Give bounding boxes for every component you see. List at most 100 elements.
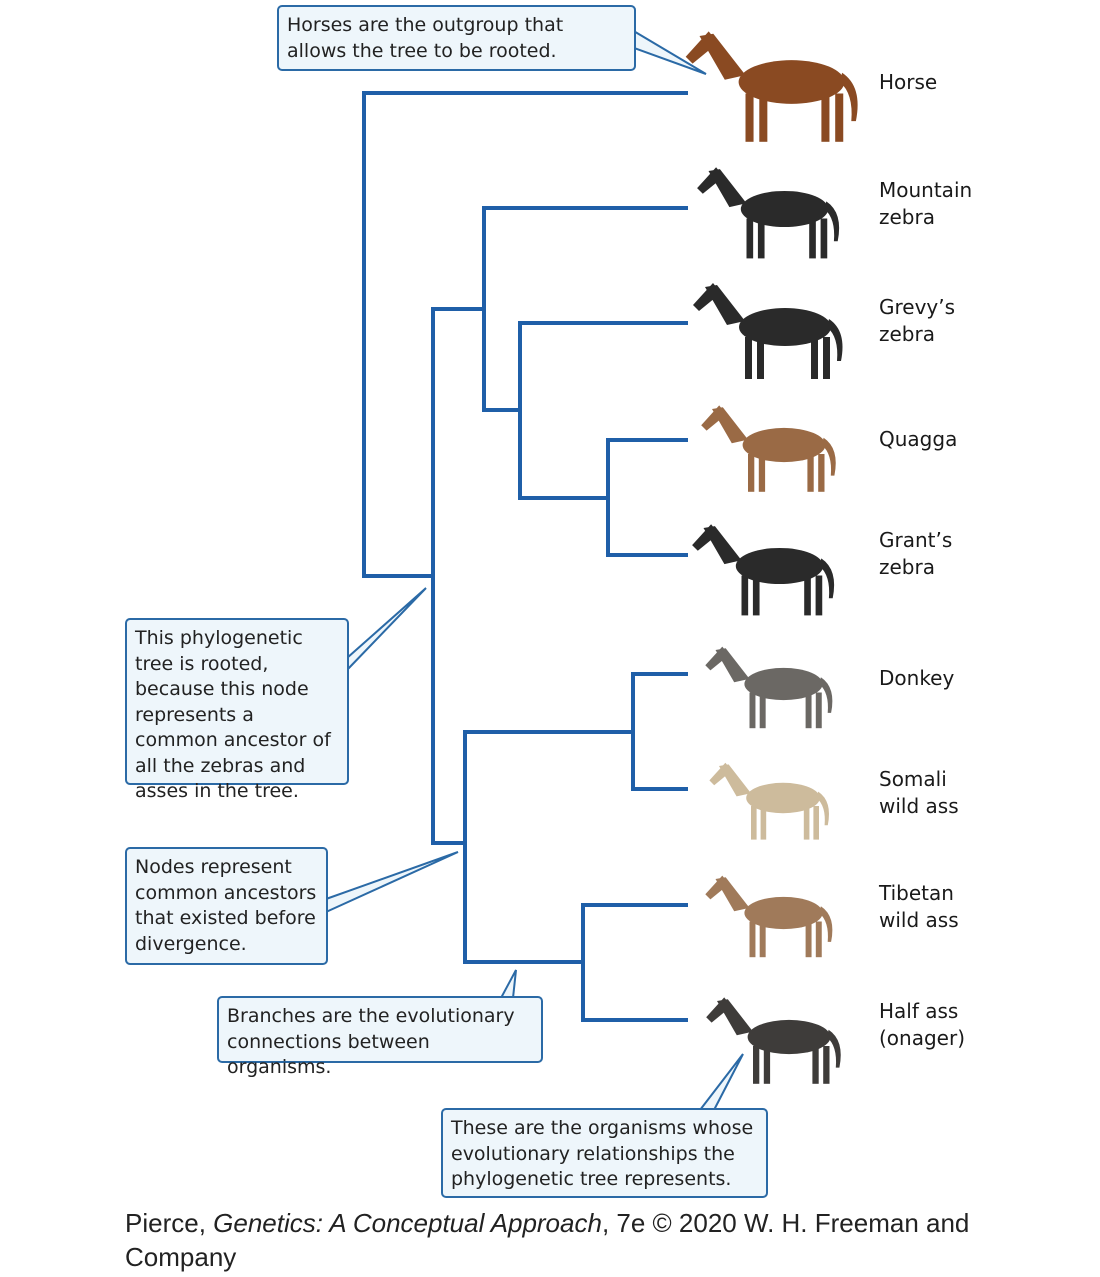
quagga-silhouette-part: [742, 427, 826, 463]
donkey-silhouette-part: [744, 667, 823, 701]
grants-zebra-silhouette-part: [752, 575, 760, 616]
citation-publisher: , 7e © 2020 W. H. Freeman and Company: [125, 1208, 970, 1272]
donkey-silhouette-part: [815, 692, 822, 729]
callout-nodes: Nodes represent common ancestors that ex…: [125, 847, 328, 965]
grevys-zebra-silhouette-part: [811, 337, 818, 379]
tree-branches: [362, 91, 688, 1022]
taxon-label-grevys-zebra: Grevy’s zebra: [879, 295, 956, 346]
grants-zebra-silhouette-part: [692, 524, 719, 551]
horse-silhouette-part: [821, 93, 830, 142]
callout-nodes-text: Nodes represent common ancestors that ex…: [135, 856, 317, 955]
mountain-zebra-silhouette-part: [746, 218, 754, 259]
taxon-label-half-ass: Half ass (onager): [879, 999, 965, 1050]
quagga-silhouette-part: [748, 454, 755, 492]
citation: Pierce, Genetics: A Conceptual Approach,…: [125, 1206, 1025, 1274]
horse-silhouette-part: [839, 72, 858, 122]
mountain-zebra-silhouette-part: [757, 218, 765, 259]
grevys-zebra-illustration: [693, 283, 843, 379]
grevys-zebra-silhouette-part: [823, 337, 830, 379]
somali-wild-ass-silhouette-part: [816, 791, 829, 826]
donkey-silhouette-part: [819, 677, 833, 713]
callout-rooted: This phylogenetic tree is rooted, becaus…: [125, 618, 349, 802]
pointer-nodes: [325, 851, 459, 913]
callout-organisms: These are the organisms whose evolutiona…: [441, 1108, 768, 1198]
grants-zebra-silhouette-part: [815, 575, 823, 616]
taxon-label-somali-wild-ass: Somali wild ass: [879, 767, 959, 818]
half-ass-illustration: [706, 997, 841, 1084]
tibetan-wild-ass-silhouette-part: [815, 921, 822, 958]
somali-wild-ass-illustration: [709, 762, 829, 840]
branch-zebra-ass-node: [431, 307, 486, 845]
pointer-organisms: [699, 1053, 744, 1111]
branch-tibetan-onager: [581, 903, 688, 1022]
citation-author: Pierce,: [125, 1208, 214, 1238]
quagga-silhouette-part: [807, 454, 814, 492]
somali-wild-ass-silhouette-part: [709, 762, 732, 786]
callout-outgroup-text: Horses are the outgroup that allows the …: [287, 14, 564, 62]
horse-silhouette-part: [685, 31, 718, 64]
grevys-zebra-silhouette-part: [739, 308, 831, 346]
tibetan-wild-ass-silhouette-part: [805, 921, 812, 958]
tibetan-wild-ass-silhouette-part: [744, 896, 823, 930]
pointer-branches: [500, 969, 517, 999]
animal-illustrations: [685, 31, 858, 1084]
callout-branches: Branches are the evolutionary connection…: [217, 996, 543, 1078]
somali-wild-ass-silhouette-part: [760, 806, 767, 840]
branch-root: [362, 91, 688, 578]
tibetan-wild-ass-silhouette-part: [759, 921, 766, 958]
quagga-illustration: [701, 405, 836, 492]
grants-zebra-silhouette-part: [819, 558, 835, 599]
taxon-label-quagga: Quagga: [879, 427, 958, 451]
grants-zebra-silhouette-part: [741, 575, 749, 616]
tibetan-wild-ass-silhouette-part: [705, 875, 730, 900]
pointer-outgroup: [631, 29, 707, 75]
citation-book-title: Genetics: A Conceptual Approach: [213, 1208, 602, 1238]
tibetan-wild-ass-illustration: [705, 875, 833, 958]
horse-silhouette-part: [759, 93, 768, 142]
somali-wild-ass-silhouette-part: [813, 806, 819, 840]
mountain-zebra-silhouette-part: [820, 218, 828, 259]
taxon-label-donkey: Donkey: [879, 666, 955, 690]
horse-silhouette-part: [745, 93, 754, 142]
somali-wild-ass-silhouette-part: [746, 782, 820, 814]
callout-rooted-text: This phylogenetic tree is rooted, becaus…: [135, 627, 331, 802]
half-ass-silhouette-part: [747, 1019, 831, 1055]
tibetan-wild-ass-silhouette-part: [749, 921, 756, 958]
taxon-label-mountain-zebra: Mountain zebra: [879, 178, 973, 229]
branch-grevy-quagga-grant: [518, 321, 688, 500]
mountain-zebra-illustration: [697, 167, 840, 259]
branch-ass-clade: [463, 730, 635, 964]
half-ass-silhouette-part: [706, 997, 732, 1023]
mountain-zebra-silhouette-part: [809, 218, 816, 259]
half-ass-silhouette-part: [826, 1029, 841, 1068]
branch-zebra-clade: [482, 206, 688, 412]
grants-zebra-silhouette-part: [804, 575, 811, 616]
taxon-label-horse: Horse: [879, 70, 938, 94]
grants-zebra-silhouette-part: [735, 547, 824, 585]
branch-quagga-grant: [606, 438, 688, 557]
callout-branches-text: Branches are the evolutionary connection…: [227, 1005, 515, 1078]
quagga-silhouette-part: [818, 454, 825, 492]
grevys-zebra-silhouette-part: [745, 337, 752, 379]
quagga-silhouette-part: [821, 437, 836, 476]
horse-silhouette-part: [738, 60, 845, 104]
grevys-zebra-silhouette-part: [827, 319, 843, 361]
grants-zebra-illustration: [692, 524, 835, 616]
callout-organisms-text: These are the organisms whose evolutiona…: [451, 1117, 754, 1190]
pointer-rooted: [346, 587, 427, 671]
quagga-silhouette-part: [758, 454, 766, 492]
taxon-label-tibetan-wild-ass: Tibetan wild ass: [879, 881, 959, 932]
somali-wild-ass-silhouette-part: [803, 806, 810, 840]
donkey-silhouette-part: [805, 692, 812, 729]
half-ass-silhouette-part: [812, 1046, 819, 1084]
tibetan-wild-ass-silhouette-part: [819, 906, 833, 942]
grevys-zebra-silhouette-part: [693, 283, 721, 311]
mountain-zebra-silhouette-part: [824, 201, 840, 242]
taxon-label-grants-zebra: Grant’s zebra: [879, 528, 953, 579]
branch-donkey-somali: [631, 672, 688, 791]
callout-outgroup: Horses are the outgroup that allows the …: [277, 5, 636, 71]
mountain-zebra-silhouette-part: [697, 167, 724, 194]
horse-illustration: [685, 31, 858, 142]
half-ass-silhouette-part: [823, 1046, 830, 1084]
